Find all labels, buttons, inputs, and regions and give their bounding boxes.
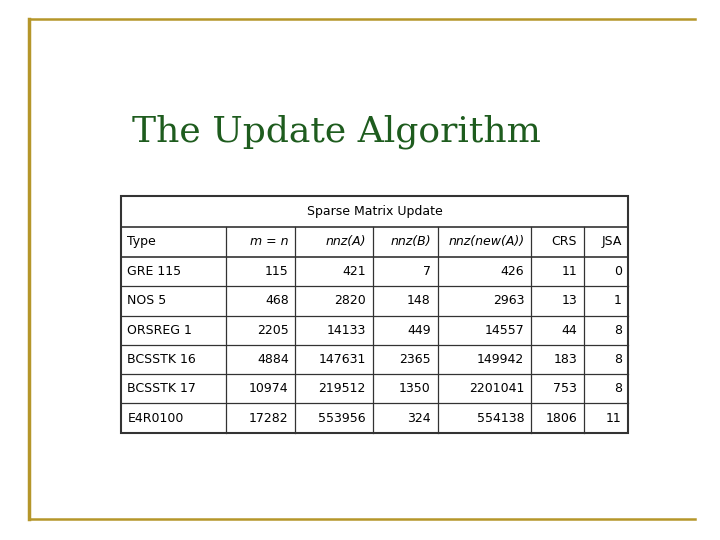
Text: 14133: 14133 (326, 323, 366, 336)
Text: 11: 11 (562, 265, 577, 278)
Text: 183: 183 (554, 353, 577, 366)
Text: nnz(A): nnz(A) (325, 235, 366, 248)
Text: 219512: 219512 (318, 382, 366, 395)
Text: 468: 468 (265, 294, 289, 307)
Text: 2365: 2365 (399, 353, 431, 366)
Text: 115: 115 (265, 265, 289, 278)
Text: Type: Type (127, 235, 156, 248)
Text: 553956: 553956 (318, 411, 366, 424)
Text: GRE 115: GRE 115 (127, 265, 181, 278)
Text: 449: 449 (408, 323, 431, 336)
Text: 421: 421 (342, 265, 366, 278)
Text: 11: 11 (606, 411, 622, 424)
Text: 44: 44 (562, 323, 577, 336)
Text: CRS: CRS (552, 235, 577, 248)
Text: 148: 148 (407, 294, 431, 307)
Text: 2963: 2963 (492, 294, 524, 307)
Text: BCSSTK 16: BCSSTK 16 (127, 353, 196, 366)
Text: 10974: 10974 (249, 382, 289, 395)
Text: ORSREG 1: ORSREG 1 (127, 323, 192, 336)
Text: 17282: 17282 (249, 411, 289, 424)
Text: NOS 5: NOS 5 (127, 294, 166, 307)
Text: 8: 8 (613, 323, 622, 336)
Text: 7: 7 (423, 265, 431, 278)
Text: Sparse Matrix Update: Sparse Matrix Update (307, 205, 443, 218)
Text: 1350: 1350 (399, 382, 431, 395)
Text: 147631: 147631 (318, 353, 366, 366)
Text: 0: 0 (613, 265, 622, 278)
Text: BCSSTK 17: BCSSTK 17 (127, 382, 197, 395)
Text: 753: 753 (553, 382, 577, 395)
Text: nnz(new(A)): nnz(new(A)) (448, 235, 524, 248)
Text: 2201041: 2201041 (469, 382, 524, 395)
Text: E4R0100: E4R0100 (127, 411, 184, 424)
Text: 2205: 2205 (257, 323, 289, 336)
Text: 13: 13 (562, 294, 577, 307)
Text: 1: 1 (614, 294, 622, 307)
Text: 4884: 4884 (257, 353, 289, 366)
Text: The Update Algorithm: The Update Algorithm (132, 114, 541, 149)
Text: 2820: 2820 (334, 294, 366, 307)
Text: 426: 426 (500, 265, 524, 278)
Text: 149942: 149942 (477, 353, 524, 366)
Text: 324: 324 (408, 411, 431, 424)
Text: 554138: 554138 (477, 411, 524, 424)
Text: 8: 8 (613, 382, 622, 395)
Text: m = n: m = n (250, 235, 289, 248)
Text: 8: 8 (613, 353, 622, 366)
Text: 1806: 1806 (545, 411, 577, 424)
Text: nnz(B): nnz(B) (390, 235, 431, 248)
Text: 14557: 14557 (485, 323, 524, 336)
Text: JSA: JSA (601, 235, 622, 248)
